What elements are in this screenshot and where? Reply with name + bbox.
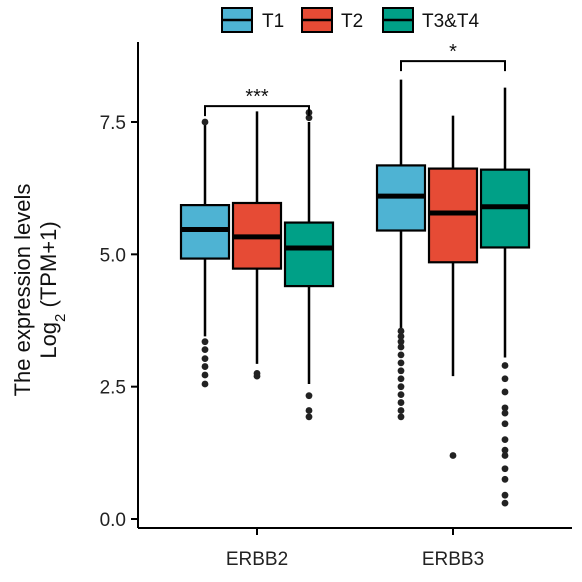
outlier-point-erbb2-t3-t4-0 xyxy=(305,392,313,400)
outlier-point-erbb3-t3-t4-6 xyxy=(501,436,509,443)
outlier-point-erbb2-t1-1 xyxy=(201,346,209,354)
outlier-point-erbb2-t1-4 xyxy=(201,371,209,379)
x-tick-label: ERBB3 xyxy=(422,549,484,570)
box-erbb2-t1 xyxy=(179,118,231,388)
outlier-point-erbb3-t3-t4-9 xyxy=(501,465,509,473)
y-tick-label: 5.0 xyxy=(100,245,126,266)
y-tick-label: 2.5 xyxy=(100,378,126,399)
outlier-point-erbb2-t3-t4-3 xyxy=(305,114,313,122)
legend: T1 T2 T3&T4 xyxy=(221,7,479,33)
outlier-point-erbb3-t3-t4-3 xyxy=(501,404,509,412)
x-tick-label: ERBB2 xyxy=(226,549,288,570)
outlier-point-erbb3-t1-2 xyxy=(397,338,405,346)
y-axis-title-log: Log xyxy=(36,322,61,359)
outlier-point-erbb2-t1-6 xyxy=(201,118,209,126)
y-axis-title-line2: Log2 (TPM+1) xyxy=(36,221,69,358)
outlier-point-erbb3-t1-5 xyxy=(397,359,405,367)
outlier-point-erbb2-t1-0 xyxy=(201,338,209,346)
outlier-point-erbb3-t3-t4-2 xyxy=(501,388,509,396)
bracket-line xyxy=(400,60,506,72)
legend-label: T3&T4 xyxy=(422,11,479,32)
legend-label: T1 xyxy=(262,11,284,32)
y-axis-title-line1: The expression levels xyxy=(10,184,35,397)
outlier-point-erbb3-t1-7 xyxy=(397,375,405,383)
box-erbb2-t3-t4 xyxy=(283,109,335,421)
outlier-point-erbb2-t1-5 xyxy=(201,380,209,388)
outlier-point-erbb3-t1-0 xyxy=(397,327,405,335)
plot-area: **** xyxy=(179,41,531,507)
outlier-point-erbb3-t3-t4-10 xyxy=(501,475,509,483)
outlier-point-erbb3-t2-0 xyxy=(449,452,457,459)
outlier-point-erbb3-t1-8 xyxy=(397,383,405,391)
outlier-point-erbb3-t1-12 xyxy=(397,413,405,421)
outlier-point-erbb2-t3-t4-2 xyxy=(305,413,313,421)
significance-bracket-erbb2: *** xyxy=(204,86,310,117)
box-erbb2-t2 xyxy=(231,111,283,380)
axes: 0.0 2.5 5.0 7.5 ERBB2 ERBB3 xyxy=(100,42,572,570)
legend-label: T2 xyxy=(341,11,363,32)
significance-bracket-erbb3: * xyxy=(400,41,506,72)
outlier-point-erbb3-t1-1 xyxy=(397,332,405,340)
outlier-point-erbb2-t1-2 xyxy=(201,355,209,363)
outlier-point-erbb3-t1-6 xyxy=(397,367,405,375)
outlier-point-erbb3-t1-3 xyxy=(397,343,405,351)
legend-item-t2: T2 xyxy=(301,7,363,33)
y-axis-title-subscript: 2 xyxy=(52,314,69,322)
y-axis-title-unit: (TPM+1) xyxy=(36,221,61,313)
box-erbb3-t1 xyxy=(375,79,427,421)
y-tick-label: 7.5 xyxy=(100,113,126,134)
significance-label: * xyxy=(449,41,457,63)
outlier-point-erbb3-t3-t4-5 xyxy=(501,420,509,428)
outlier-point-erbb3-t3-t4-8 xyxy=(501,452,509,459)
y-tick-label: 0.0 xyxy=(100,510,126,531)
outlier-point-erbb2-t1-3 xyxy=(201,363,209,370)
outlier-point-erbb2-t2-1 xyxy=(253,372,261,380)
legend-item-t3-t4: T3&T4 xyxy=(382,7,479,33)
outlier-point-erbb2-t3-t4-1 xyxy=(305,407,313,414)
outlier-point-erbb3-t3-t4-11 xyxy=(501,491,509,499)
outlier-point-erbb3-t1-9 xyxy=(397,391,405,399)
box-erbb3-t3-t4 xyxy=(479,87,531,507)
outlier-point-erbb3-t3-t4-1 xyxy=(501,375,509,383)
outlier-point-erbb3-t3-t4-0 xyxy=(501,362,509,369)
outlier-point-erbb3-t3-t4-7 xyxy=(501,446,509,454)
outlier-point-erbb3-t3-t4-4 xyxy=(501,409,509,417)
outlier-point-erbb3-t1-4 xyxy=(397,351,405,359)
outlier-point-erbb3-t1-11 xyxy=(397,407,405,414)
box-rect-erbb2-t3-t4 xyxy=(283,221,335,288)
bracket-line xyxy=(204,105,310,117)
outlier-point-erbb3-t3-t4-12 xyxy=(501,499,509,507)
significance-label: *** xyxy=(245,86,269,108)
outlier-point-erbb3-t1-10 xyxy=(397,399,405,406)
box-erbb3-t2 xyxy=(427,115,479,459)
legend-item-t1: T1 xyxy=(221,7,284,33)
